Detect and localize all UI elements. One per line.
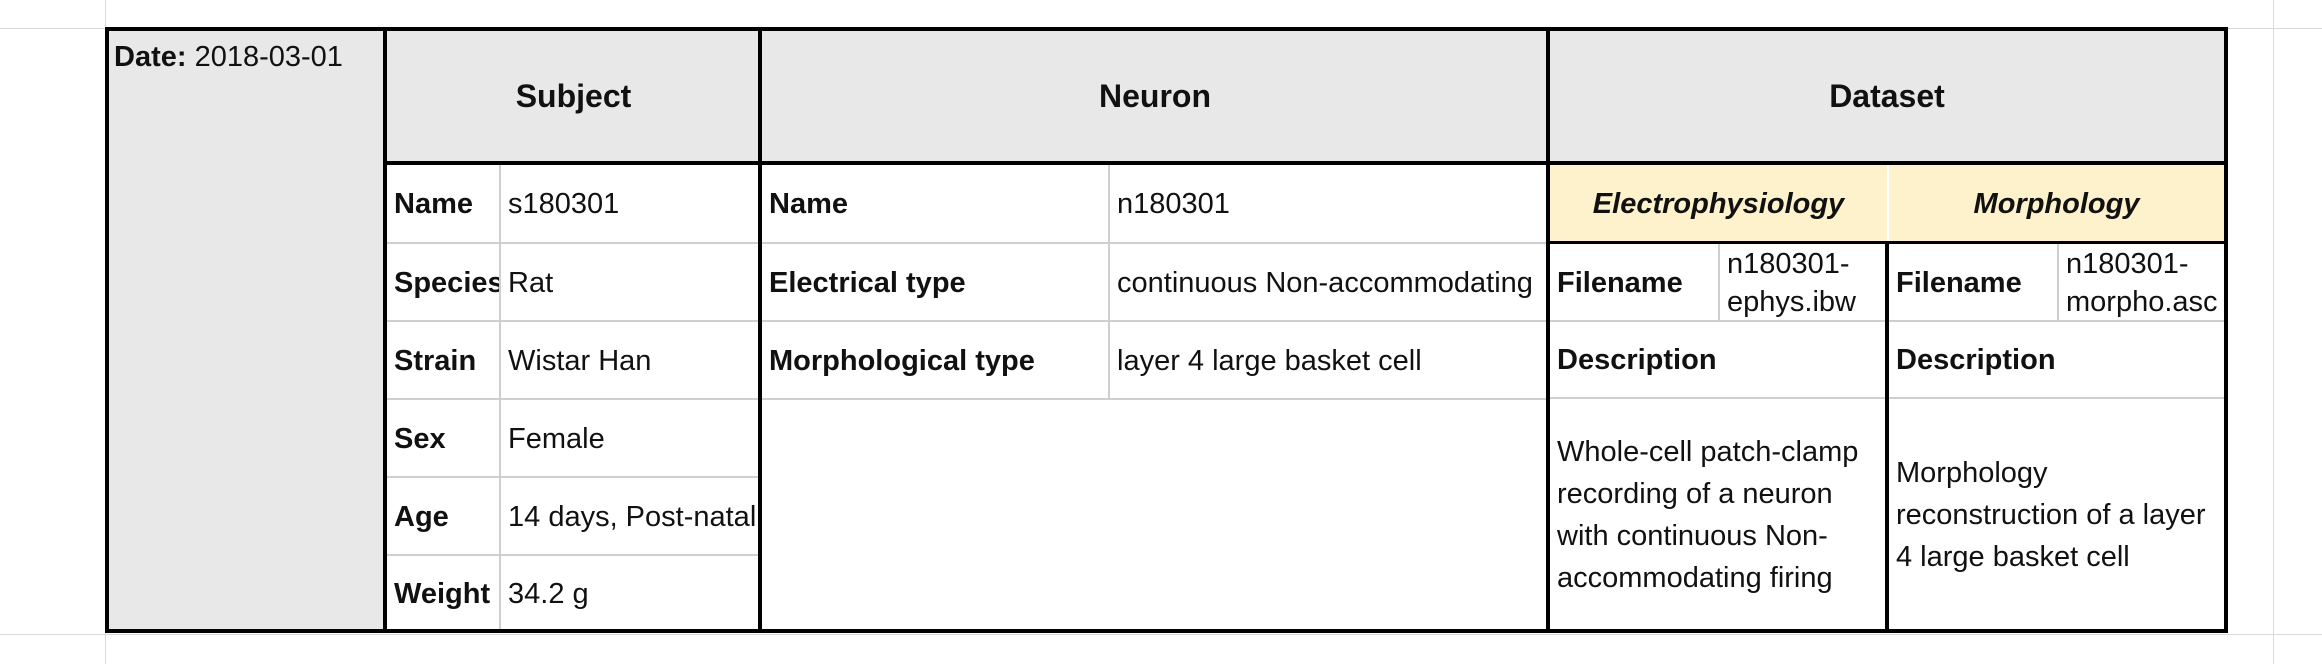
divider xyxy=(762,398,1548,400)
subject-label-sex: Sex xyxy=(394,422,446,455)
neuron-header: Neuron xyxy=(762,30,1548,162)
date-label: Date: xyxy=(114,41,187,73)
subject-value-strain: Wistar Han xyxy=(508,344,652,377)
electrophysiology-header: Electrophysiology xyxy=(1550,165,1887,243)
dataset-header: Dataset xyxy=(1550,30,2224,162)
subject-label-strain: Strain xyxy=(394,344,477,377)
morpho-description-label: Description xyxy=(1896,343,2056,376)
gridline xyxy=(2273,0,2274,664)
subject-label-age: Age xyxy=(394,500,449,533)
border-neuron xyxy=(1546,27,1550,633)
date-value: 2018-03-01 xyxy=(194,41,343,73)
divider xyxy=(387,476,760,478)
divider xyxy=(499,163,501,631)
border-dataset-split xyxy=(1885,242,1889,633)
border-right xyxy=(2224,27,2228,633)
neuron-label-name: Name xyxy=(769,188,848,220)
divider xyxy=(762,242,1548,244)
ephys-filename-value: n180301- ephys.ibw xyxy=(1720,244,1887,321)
subject-value-weight: 34.2 g xyxy=(508,577,589,610)
subject-value-age: 14 days, Post-natal xyxy=(508,500,757,533)
ephys-description-label: Description xyxy=(1557,343,1717,376)
divider xyxy=(1108,163,1110,399)
date-cell: Date: 2018-03-01 xyxy=(107,30,385,631)
ephys-description: Whole-cell patch-clamp recording of a ne… xyxy=(1557,436,1859,594)
subject-label-weight: Weight xyxy=(394,577,491,610)
subject-value-name: s180301 xyxy=(508,188,620,220)
neuron-value-morphological-type: layer 4 large basket cell xyxy=(1117,344,1422,377)
morpho-description: Morphology reconstruction of a layer 4 l… xyxy=(1896,457,2206,573)
divider xyxy=(387,320,760,322)
divider xyxy=(387,554,760,556)
neuron-value-name: n180301 xyxy=(1117,188,1230,220)
morpho-filename-label: Filename xyxy=(1896,266,2022,299)
subject-header: Subject xyxy=(387,30,760,162)
morpho-filename-line2: morpho.asc xyxy=(2066,285,2218,318)
gridline xyxy=(0,634,2322,635)
divider xyxy=(387,398,760,400)
border-left xyxy=(105,27,109,633)
divider xyxy=(2057,244,2059,320)
morphology-header: Morphology xyxy=(1889,165,2224,243)
ephys-filename-line2: ephys.ibw xyxy=(1727,285,1856,318)
subject-label-name: Name xyxy=(394,188,473,220)
neuron-label-electrical-type: Electrical type xyxy=(769,266,966,299)
divider xyxy=(762,320,1548,322)
neuron-label-morphological-type: Morphological type xyxy=(769,344,1035,377)
morpho-filename-value: n180301- morpho.asc xyxy=(2059,244,2224,321)
border-subject xyxy=(758,27,762,633)
border-date xyxy=(383,27,387,633)
subject-value-sex: Female xyxy=(508,422,605,455)
border-top xyxy=(105,27,2228,31)
morpho-filename-line1: n180301- xyxy=(2066,247,2189,280)
border-bottom xyxy=(105,629,2228,633)
border-header-bottom xyxy=(383,161,2228,165)
ephys-filename-line1: n180301- xyxy=(1727,247,1850,280)
ephys-filename-label: Filename xyxy=(1557,266,1683,299)
divider xyxy=(1718,244,1720,320)
neuron-value-electrical-type: continuous Non-accommodating xyxy=(1117,266,1533,299)
subject-label-species: Species xyxy=(394,266,499,299)
subject-value-species: Rat xyxy=(508,266,554,299)
divider xyxy=(387,242,760,244)
